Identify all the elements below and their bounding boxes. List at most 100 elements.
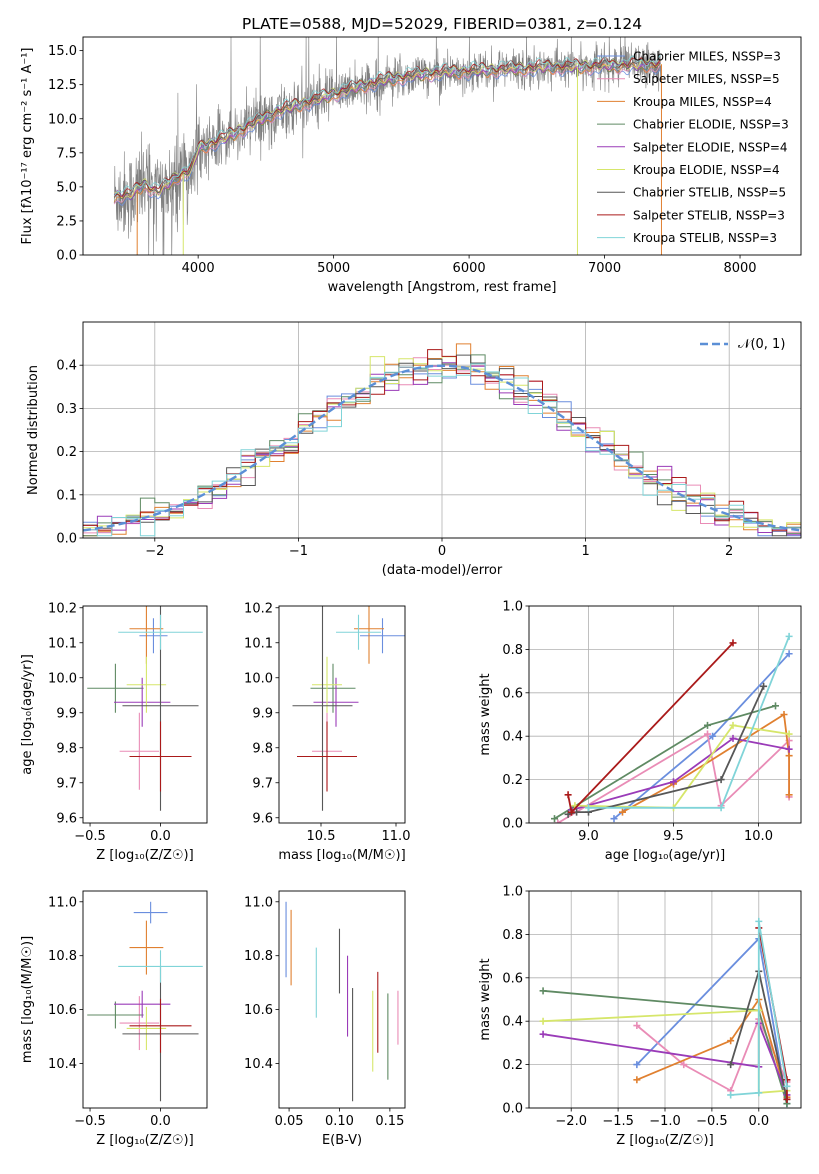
weight-marker-kroupa_miles bbox=[780, 711, 788, 718]
axes-frame bbox=[82, 605, 208, 824]
x-axis-label: age [log₁₀(age/yr)] bbox=[605, 848, 726, 863]
y-tick-label: 9.9 bbox=[56, 706, 77, 721]
legend-label: Salpeter MILES, NSSP=5 bbox=[633, 72, 780, 86]
y-tick-label: 11.0 bbox=[244, 895, 273, 910]
x-tick-label: −1 bbox=[289, 544, 308, 559]
y-tick-label: 10.2 bbox=[48, 601, 77, 616]
y-tick-label: 0.6 bbox=[502, 971, 523, 986]
x-tick-label: 0.0 bbox=[150, 1114, 171, 1129]
plot-area-spectrum bbox=[113, 37, 662, 255]
weight-marker-chabrier_miles bbox=[610, 815, 618, 823]
plot-area-mass_vs_ebv bbox=[285, 901, 399, 1102]
weight-marker-salpeter_elodie bbox=[670, 778, 677, 786]
y-axis-label: mass [log₁₀(M/M☉)] bbox=[20, 936, 35, 1063]
weight-marker-kroupa_stelib bbox=[755, 917, 763, 925]
x-tick-label: 9.5 bbox=[663, 829, 684, 844]
axes-frame bbox=[528, 890, 802, 1109]
y-tick-label: 0.0 bbox=[502, 817, 523, 832]
plot-area-mass_vs_Z bbox=[87, 901, 203, 1102]
weight-marker-chabrier_miles bbox=[785, 650, 793, 658]
weight-marker-kroupa_elodie bbox=[785, 730, 793, 738]
spectrum-legend: Chabrier MILES, NSSP=3 Salpeter MILES, NS… bbox=[597, 50, 789, 245]
y-tick-label: 5.0 bbox=[56, 180, 77, 195]
y-tick-label: 10.8 bbox=[244, 949, 273, 964]
x-tick-label: 5000 bbox=[317, 261, 350, 276]
y-tick-label: 9.7 bbox=[56, 776, 77, 791]
axes-age_vs_mass: 10.5 11.0 9.6 9.7 9.8 9.9 10.0 10.1 10.2 mass [lo… bbox=[244, 601, 410, 863]
x-tick-label: −2 bbox=[145, 544, 164, 559]
x-tick-label: 9.0 bbox=[578, 829, 599, 844]
x-tick-label: −1.5 bbox=[602, 1114, 634, 1129]
y-tick-label: 0.0 bbox=[56, 249, 77, 264]
legend-label: Kroupa ELODIE, NSSP=4 bbox=[633, 163, 780, 177]
y-tick-label: 10.6 bbox=[48, 1003, 77, 1018]
weight-marker-chabrier_miles bbox=[633, 1061, 641, 1069]
y-tick-label: 10.6 bbox=[244, 1003, 273, 1018]
weight-marker-salpeter_stelib bbox=[729, 639, 737, 647]
x-axis-label: wavelength [Angstrom, rest frame] bbox=[328, 280, 557, 295]
axes-frame bbox=[82, 890, 208, 1109]
y-tick-label: 9.8 bbox=[56, 741, 77, 756]
y-tick-label: 10.2 bbox=[244, 601, 273, 616]
axes-spectrum: 4000 5000 6000 7000 8000 0.0 2.5 5.0 7.5 10.0 12.5… bbox=[20, 15, 802, 295]
axes-frame bbox=[278, 890, 406, 1109]
y-tick-label: 9.6 bbox=[56, 811, 77, 826]
weight-marker-salpeter_stelib bbox=[568, 808, 575, 816]
y-tick-label: 0.2 bbox=[502, 1058, 523, 1073]
x-tick-label: 0.0 bbox=[150, 829, 171, 844]
y-tick-label: 0.6 bbox=[502, 686, 523, 701]
y-axis-label: mass weight bbox=[478, 958, 493, 1040]
histogram-salpeter_stelib bbox=[83, 349, 801, 532]
legend-label: Kroupa STELIB, NSSP=3 bbox=[633, 231, 777, 245]
model-spectrum-chabrier_elodie bbox=[113, 60, 661, 199]
y-tick-label: 9.9 bbox=[252, 706, 273, 721]
legend-label: Chabrier MILES, NSSP=3 bbox=[633, 50, 781, 64]
chart-title: PLATE=0588, MJD=52029, FIBERID=0381, z=0… bbox=[242, 15, 642, 33]
legend-label: Salpeter ELODIE, NSSP=4 bbox=[633, 140, 788, 154]
y-tick-label: 0.3 bbox=[56, 402, 77, 417]
x-tick-label: 7000 bbox=[588, 261, 621, 276]
model-spectrum-salpeter_stelib bbox=[113, 56, 661, 198]
y-axis-label: age [log₁₀(age/yr)] bbox=[20, 654, 35, 775]
weight-marker-kroupa_elodie bbox=[539, 1017, 547, 1025]
x-tick-label: 6000 bbox=[453, 261, 486, 276]
y-tick-label: 10.0 bbox=[244, 671, 273, 686]
x-axis-label: Z [log₁₀(Z/Z☉)] bbox=[616, 1133, 713, 1148]
weight-marker-kroupa_miles bbox=[633, 1076, 641, 1084]
x-axis-label: Z [log₁₀(Z/Z☉)] bbox=[96, 1133, 193, 1148]
legend-label: Chabrier STELIB, NSSP=5 bbox=[633, 186, 786, 200]
x-tick-label: 10.5 bbox=[307, 829, 336, 844]
x-tick-label: −0.5 bbox=[696, 1114, 728, 1129]
y-tick-label: 0.1 bbox=[56, 488, 77, 503]
y-tick-label: 11.0 bbox=[48, 895, 77, 910]
weight-marker-kroupa_miles bbox=[619, 808, 626, 816]
histogram-chabrier_stelib bbox=[83, 354, 801, 537]
y-tick-label: 10.1 bbox=[244, 636, 273, 651]
y-tick-label: 10.4 bbox=[48, 1057, 77, 1072]
normal-curve bbox=[83, 364, 801, 532]
weight-marker-chabrier_elodie bbox=[551, 815, 558, 823]
axes-mass_vs_Z: −0.5 0.0 10.4 10.6 10.8 11.0 Z [log₁₀(Z/Z☉)] ma… bbox=[20, 890, 208, 1148]
weight-marker-salpeter_elodie bbox=[729, 734, 737, 742]
axes-mass_vs_ebv: 0.05 0.10 0.15 10.4 10.6 10.8 11.0 E(B-V) bbox=[244, 890, 406, 1148]
y-tick-label: 0.2 bbox=[502, 773, 523, 788]
y-axis-label: Normed distribution bbox=[26, 365, 41, 495]
weight-line-kroupa_stelib bbox=[730, 921, 788, 1096]
y-tick-label: 0.4 bbox=[56, 359, 77, 374]
weight-marker-chabrier_elodie bbox=[704, 721, 711, 729]
model-spectrum-kroupa_stelib bbox=[113, 54, 661, 197]
y-tick-label: 1.0 bbox=[502, 600, 523, 615]
weight-marker-salpeter_miles bbox=[680, 1061, 688, 1069]
x-tick-label: 2 bbox=[725, 544, 733, 559]
y-tick-label: 9.8 bbox=[252, 741, 273, 756]
x-axis-label: Z [log₁₀(Z/Z☉)] bbox=[96, 848, 193, 863]
weight-marker-kroupa_miles bbox=[727, 1037, 735, 1045]
x-axis-label: mass [log₁₀(M/M☉)] bbox=[278, 848, 405, 863]
x-axis-label: E(B-V) bbox=[322, 1133, 362, 1148]
weight-line-kroupa_stelib bbox=[588, 636, 790, 809]
plot-area-weight_vs_age bbox=[551, 632, 793, 823]
weight-marker-kroupa_miles bbox=[785, 791, 793, 799]
x-tick-label: 10.0 bbox=[744, 829, 773, 844]
x-tick-label: −0.5 bbox=[74, 1114, 106, 1129]
